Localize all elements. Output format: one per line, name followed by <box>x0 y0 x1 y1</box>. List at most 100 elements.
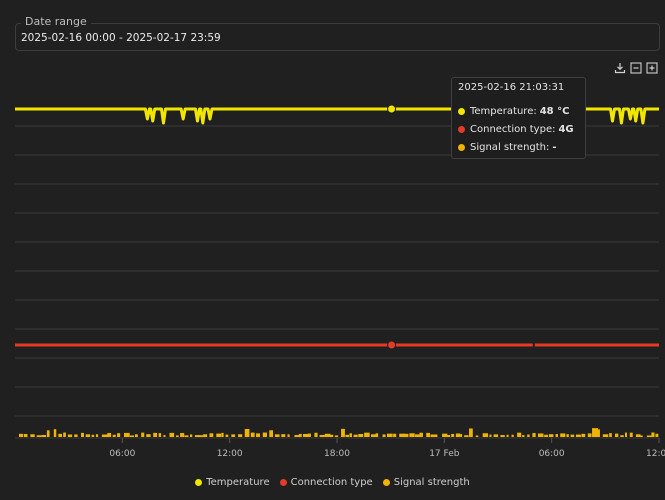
date-range-label: Date range <box>21 15 91 28</box>
x-tick-label: 06:00 <box>539 449 565 459</box>
signal-strength-segment <box>198 435 204 437</box>
signal-strength-segment <box>646 435 652 437</box>
signal-strength-segment <box>404 433 409 437</box>
signal-strength-segment <box>221 432 224 437</box>
signal-strength-segment <box>107 432 112 437</box>
signal-strength-segment <box>36 435 42 437</box>
temperature-highlight-point <box>387 104 397 114</box>
signal-strength-segment <box>95 434 99 437</box>
signal-strength-segment <box>298 433 302 437</box>
signal-strength-segment <box>216 433 222 437</box>
signal-strength-segment <box>74 434 78 437</box>
signal-strength-segment <box>238 434 243 437</box>
signal-strength-segment <box>19 433 23 437</box>
tooltip-value: 4G <box>558 123 574 135</box>
tooltip-timestamp: 2025-02-16 21:03:31 <box>458 82 565 93</box>
signal-strength-segment <box>269 430 274 437</box>
signal-strength-segment <box>375 433 379 437</box>
signal-strength-segment <box>358 434 364 437</box>
signal-strength-segment <box>482 433 489 437</box>
legend-item-signal-strength[interactable]: Signal strength <box>382 477 470 488</box>
signal-strength-segment <box>475 435 479 437</box>
signal-strength-segment <box>345 434 349 437</box>
x-tick-label: 18:00 <box>324 449 350 459</box>
tooltip-label: Temperature: <box>470 105 537 117</box>
signal-strength-segment <box>527 434 530 437</box>
signal-strength-segment <box>399 433 406 437</box>
temperature-line <box>15 107 659 125</box>
signal-strength-segment <box>364 432 370 437</box>
signal-strength-segment <box>620 435 624 437</box>
tooltip-value: 48 °C <box>539 105 570 117</box>
signal-strength-segment <box>91 434 95 437</box>
signal-strength-segment <box>419 432 423 437</box>
download-icon[interactable] <box>614 62 626 74</box>
signal-strength-segment <box>430 434 436 437</box>
legend-item-connection-type[interactable]: Connection type <box>279 477 373 488</box>
signal-strength-segment <box>409 433 415 437</box>
signal-strength-segment <box>153 432 158 437</box>
zoom-out-icon[interactable] <box>630 62 642 74</box>
signal-strength-segment <box>655 433 659 437</box>
signal-strength-segment <box>23 433 28 437</box>
signal-strength-segment <box>341 428 345 437</box>
signal-strength-segment <box>587 433 592 437</box>
signal-strength-segment <box>101 434 108 437</box>
signal-strength-segment <box>575 434 581 437</box>
chart-tooltip: 2025-02-16 21:03:31 Temperature: 48 °C C… <box>451 77 586 159</box>
device-telemetry-chart[interactable]: 06:00 12:00 18:00 17 Feb 06:00 12:00 <box>0 0 665 470</box>
date-range-value[interactable]: 2025-02-16 00:00 - 2025-02-17 23:59 <box>21 32 221 44</box>
signal-strength-segment <box>123 432 130 437</box>
signal-strength-segment <box>302 433 309 437</box>
signal-strength-segment <box>287 434 290 437</box>
legend-label: Connection type <box>290 477 373 488</box>
signal-strength-segment <box>629 432 633 437</box>
signal-strength-segment <box>544 434 549 437</box>
x-tick-label: 17 Feb <box>429 449 460 459</box>
signal-strength-segment <box>141 432 145 437</box>
chart-legend: Temperature Connection type Signal stren… <box>0 477 665 488</box>
x-tick-label: 12:00 <box>646 449 665 459</box>
signal-strength-segment <box>566 434 569 437</box>
legend-item-temperature[interactable]: Temperature <box>195 477 270 488</box>
signal-strength-segment <box>382 434 386 437</box>
signal-strength-segment <box>602 434 609 437</box>
signal-strength-segment <box>517 432 522 437</box>
connection-dot-icon <box>279 479 287 486</box>
signal-strength-segment <box>370 434 377 437</box>
signal-strength-segment <box>451 433 455 437</box>
zoom-in-icon[interactable] <box>646 62 658 74</box>
signal-strength-segment <box>651 432 655 437</box>
signal-strength-segment <box>231 434 236 437</box>
signal-strength-segment <box>41 435 47 437</box>
signal-strength-segment <box>532 433 536 437</box>
signal-dot-icon <box>382 479 390 486</box>
signal-strength-segment <box>581 433 586 437</box>
signal-strength-segment <box>169 432 175 437</box>
signal-strength-segment <box>469 428 473 437</box>
date-range-field[interactable] <box>15 23 660 51</box>
signal-strength-segment <box>189 434 193 437</box>
signal-strength-segment <box>592 428 598 437</box>
signal-strength-segment <box>414 434 420 437</box>
signal-strength-segment <box>353 434 358 437</box>
signal-strength-segment <box>489 434 492 437</box>
signal-strength-segment <box>511 434 514 437</box>
signal-strength-segment <box>522 435 525 437</box>
connection-type-highlight-point <box>387 340 397 350</box>
signal-strength-segment <box>334 435 339 437</box>
tooltip-row-signal: Signal strength: - <box>458 138 579 156</box>
signal-strength-segment <box>324 433 331 437</box>
signal-strength-segment <box>250 432 255 437</box>
signal-strength-segment <box>180 433 185 437</box>
signal-strength-segment <box>80 432 84 437</box>
signal-strength-segment <box>640 435 643 437</box>
signal-strength-segment <box>262 432 267 437</box>
signal-strength-segment <box>464 435 469 437</box>
signal-strength-segment <box>319 434 325 437</box>
signal-strength-segment <box>500 435 505 437</box>
signal-strength-segment <box>609 433 612 437</box>
signal-strength-segment <box>455 433 461 437</box>
signal-strength-segment <box>625 432 628 437</box>
signal-strength-segment <box>281 434 286 437</box>
